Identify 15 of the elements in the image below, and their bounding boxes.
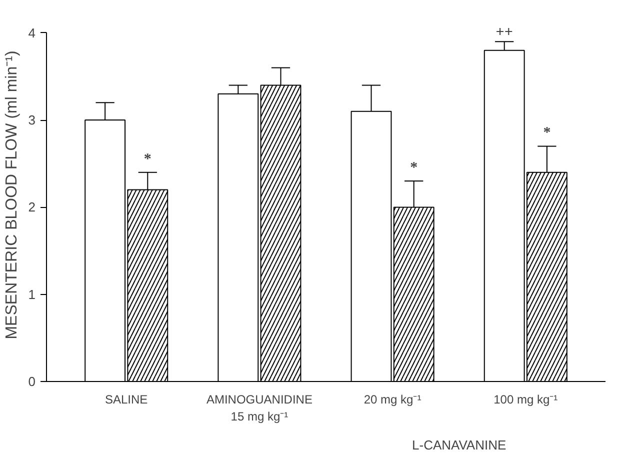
text: L-CANAVANINE <box>412 438 506 452</box>
y-tick-label: 3 <box>28 112 36 128</box>
data-label: * <box>144 151 152 168</box>
y-tick-label: 1 <box>28 286 36 302</box>
data-label: ++ <box>496 24 513 41</box>
x-tick-label: 100 mg kg⁻¹ <box>494 392 558 406</box>
y-tick-label: 0 <box>28 374 36 389</box>
data-label: * <box>543 125 551 142</box>
x-tick-label: 20 mg kg⁻¹ <box>364 392 422 406</box>
y-axis-title: MESENTERIC BLOOD FLOW (ml min⁻¹) <box>3 50 20 340</box>
x-tick-label: SALINE <box>105 392 148 406</box>
y-tick-label: 4 <box>28 25 36 40</box>
data-label: * <box>410 160 418 176</box>
y-tick-label: 2 <box>28 200 36 215</box>
x-tick-label: AMINOGUANIDINE 15 mg kg⁻¹ <box>206 392 312 424</box>
